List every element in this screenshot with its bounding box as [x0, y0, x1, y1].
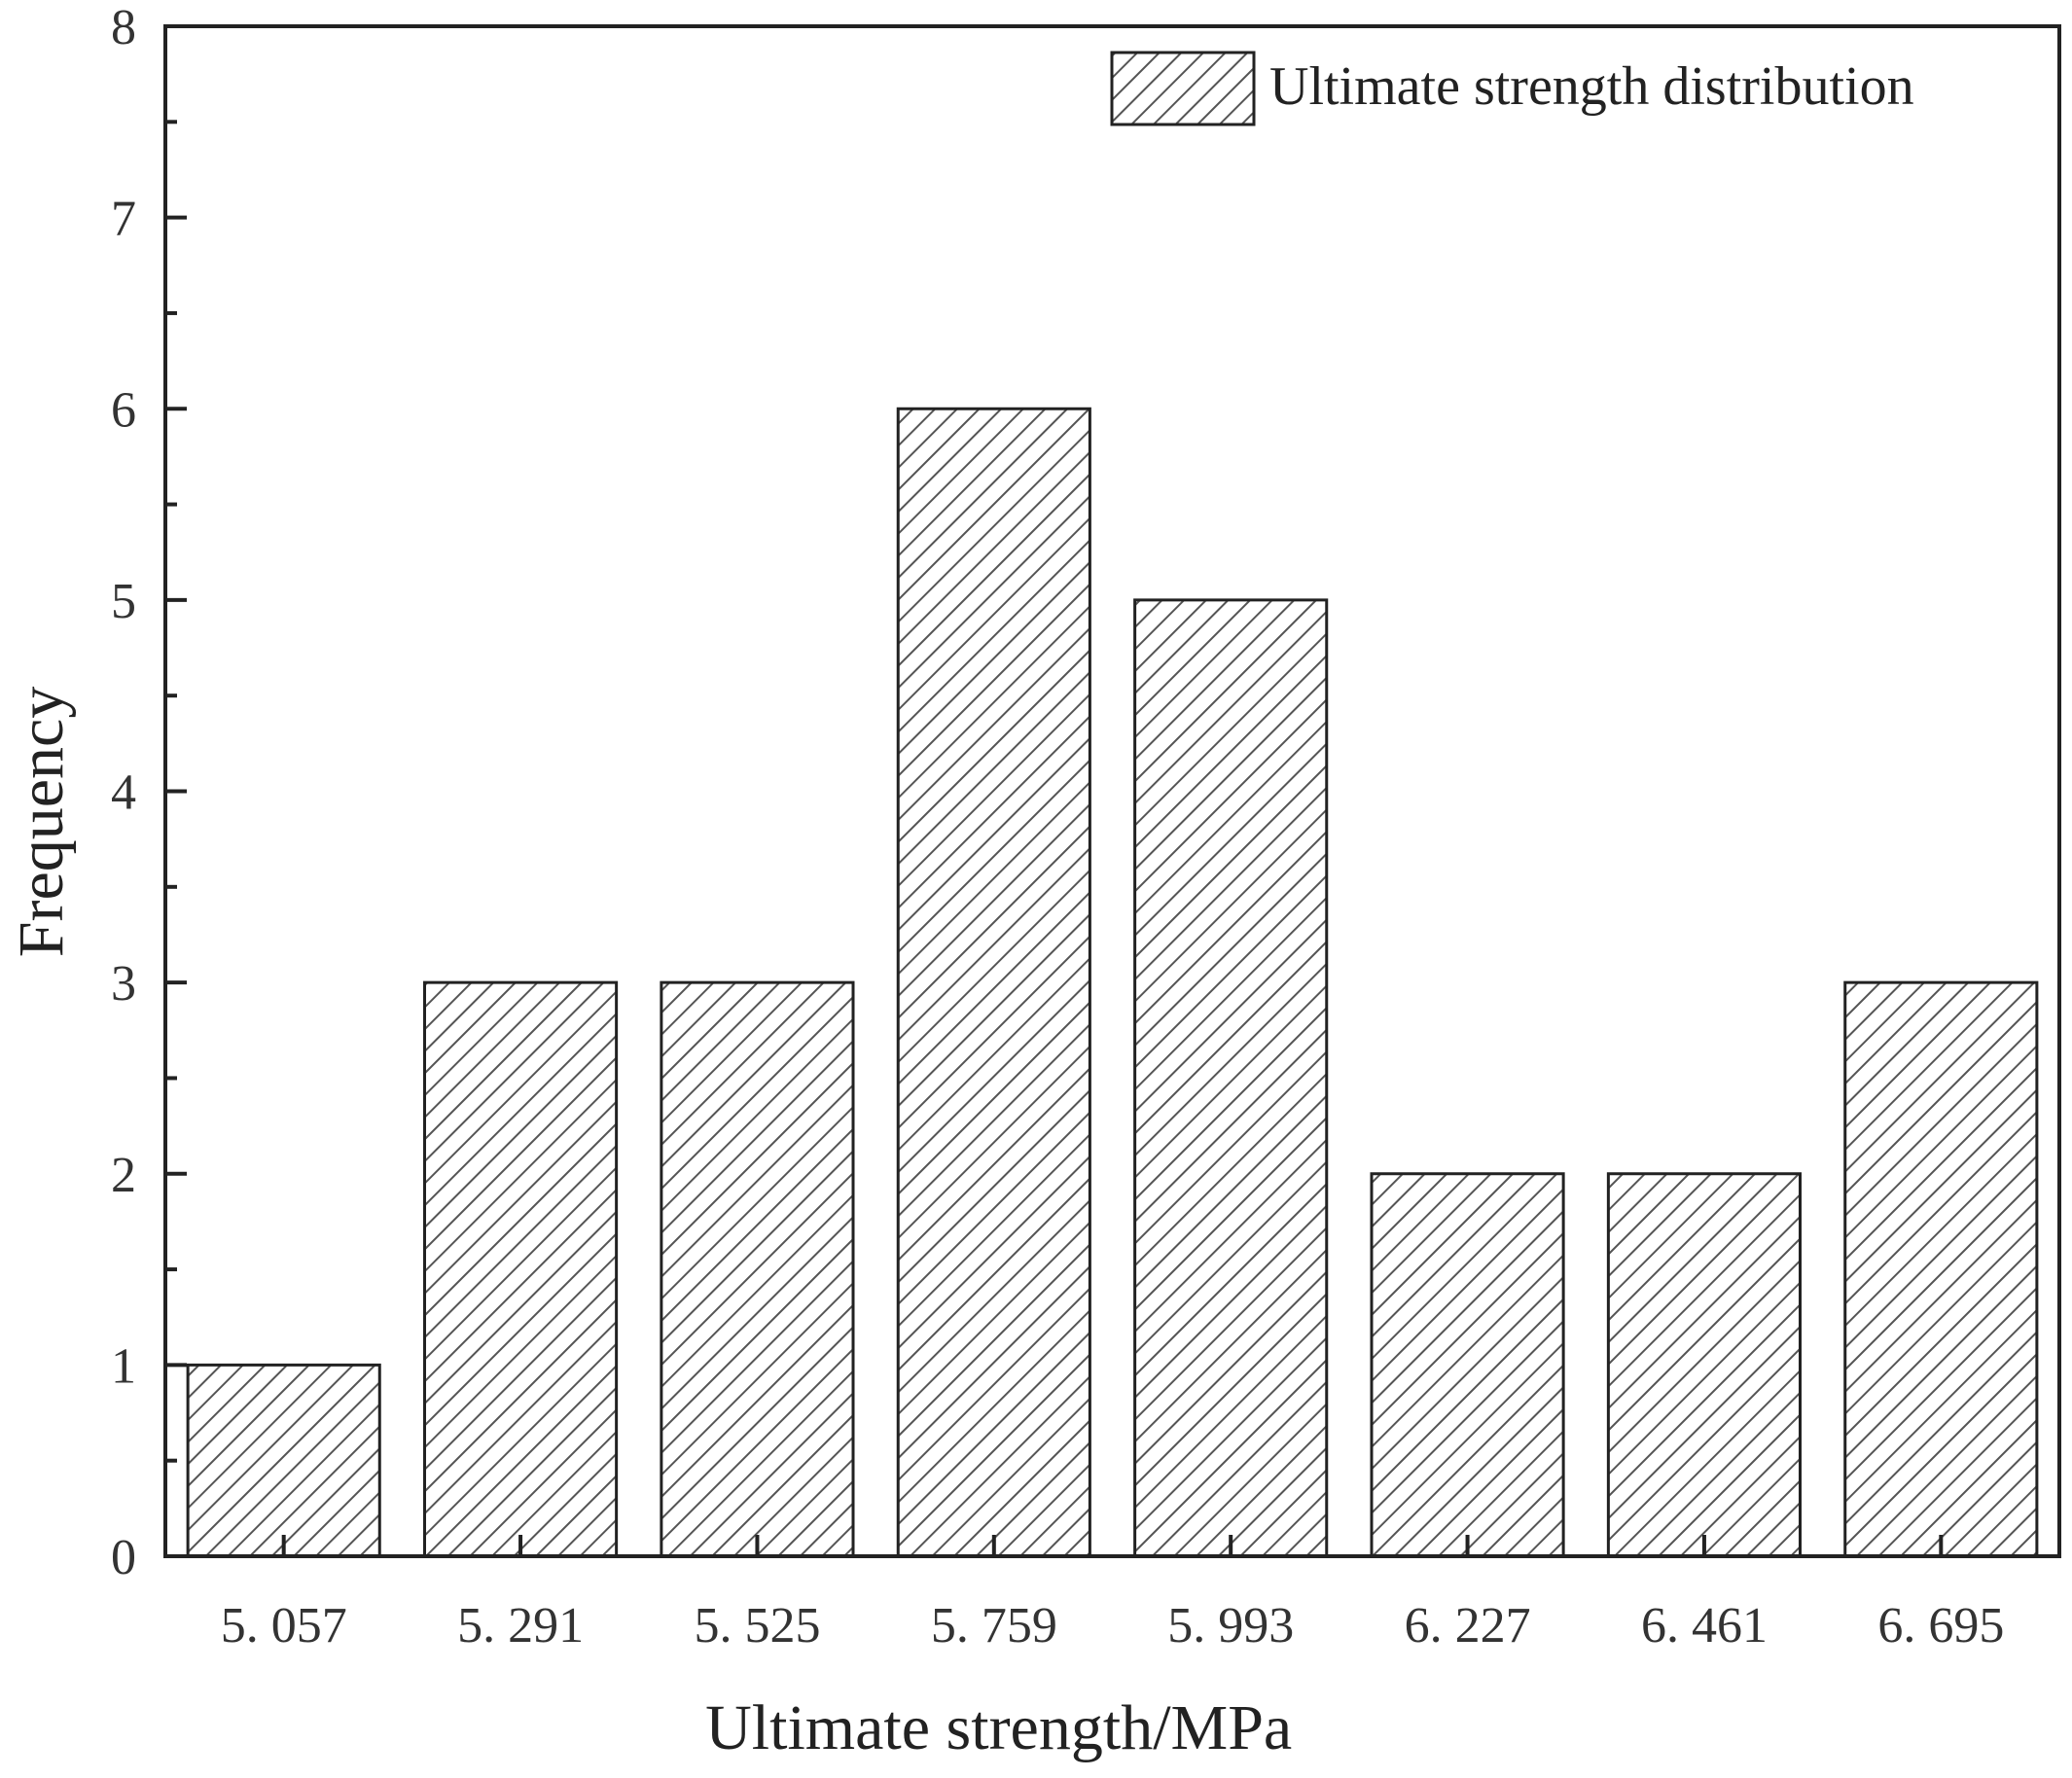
- bars-group: [186, 407, 2039, 1558]
- legend-label: Ultimate strength distribution: [1269, 56, 1914, 117]
- bar-7: [1606, 1172, 1803, 1558]
- y-tick-label: 4: [111, 765, 136, 821]
- bar-3: [660, 980, 855, 1558]
- x-tick-label: 5. 057: [221, 1598, 347, 1654]
- x-tick-label: 5. 993: [1167, 1598, 1294, 1654]
- plot-frame: [163, 24, 2061, 1558]
- bar-6: [1370, 1172, 1565, 1558]
- y-tick-label: 2: [111, 1148, 136, 1203]
- x-tick-label: 6. 695: [1877, 1598, 2004, 1654]
- bar-2: [422, 980, 619, 1558]
- y-tick-label: 1: [111, 1338, 136, 1394]
- bar-8: [1843, 980, 2039, 1558]
- x-tick-label: 5. 291: [457, 1598, 584, 1654]
- x-axis: 5. 057 5. 291 5. 525 5. 759 5. 993 6. 227 6. 4…: [221, 1535, 2004, 1654]
- x-tick-label: 5. 759: [931, 1598, 1057, 1654]
- y-tick-label: 6: [111, 382, 136, 438]
- bar-5: [1133, 598, 1329, 1558]
- y-tick-label: 8: [111, 0, 136, 55]
- y-axis-title: Frequency: [6, 687, 77, 958]
- y-axis: 0 1 2 3 4 5 6 7 8: [111, 0, 187, 1585]
- y-tick-label: 0: [111, 1530, 136, 1585]
- bar-1: [186, 1363, 381, 1558]
- x-tick-label: 5. 525: [694, 1598, 820, 1654]
- y-tick-label: 5: [111, 574, 136, 629]
- x-tick-label: 6. 227: [1405, 1598, 1531, 1654]
- legend-swatch: [1110, 51, 1256, 126]
- x-tick-label: 6. 461: [1641, 1598, 1768, 1654]
- x-axis-title: Ultimate strength/MPa: [705, 1692, 1292, 1763]
- bar-4: [896, 407, 1091, 1558]
- legend: Ultimate strength distribution: [1110, 51, 1914, 126]
- y-tick-label: 3: [111, 956, 136, 1012]
- y-tick-label: 7: [111, 192, 136, 247]
